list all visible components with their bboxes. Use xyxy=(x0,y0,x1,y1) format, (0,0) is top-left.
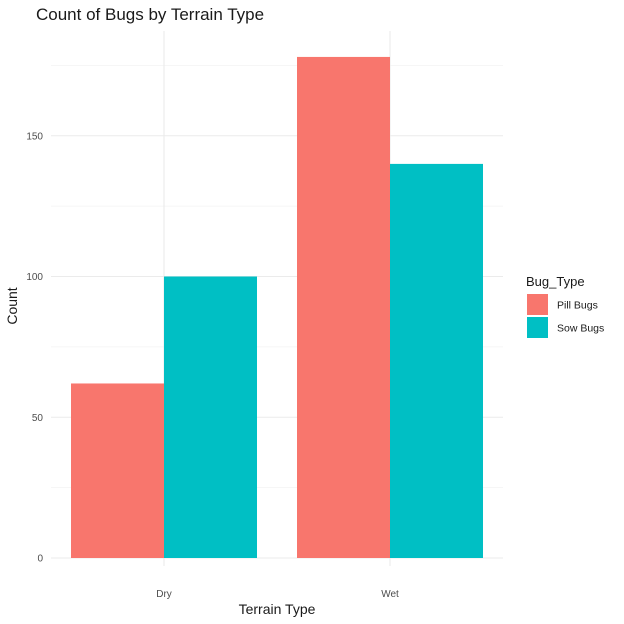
legend-title: Bug_Type xyxy=(526,274,585,289)
y-tick-label: 0 xyxy=(37,554,43,565)
y-tick-label: 50 xyxy=(32,413,44,424)
legend: Bug_Type Pill Bugs Sow Bugs xyxy=(526,274,604,338)
x-tick-label: Dry xyxy=(156,589,172,600)
y-tick-label: 150 xyxy=(26,131,43,142)
bar-wet-sow-bugs xyxy=(390,163,483,558)
y-axis-title: Count xyxy=(4,287,20,324)
chart-title: Count of Bugs by Terrain Type xyxy=(36,5,264,24)
legend-key-pill-bugs xyxy=(527,294,548,315)
legend-label: Sow Bugs xyxy=(557,323,604,335)
y-tick-label: 100 xyxy=(26,272,43,283)
x-axis-title: Terrain Type xyxy=(239,601,316,617)
bar-dry-sow-bugs xyxy=(164,276,257,558)
bars xyxy=(71,56,483,559)
y-tick-labels: 0 50 100 150 xyxy=(26,131,43,564)
bar-wet-pill-bugs xyxy=(297,56,390,559)
x-tick-label: Wet xyxy=(381,589,399,600)
legend-key-sow-bugs xyxy=(527,317,548,338)
bar-dry-pill-bugs xyxy=(71,383,164,558)
legend-label: Pill Bugs xyxy=(557,300,598,312)
x-tick-labels: Dry Wet xyxy=(156,589,399,600)
